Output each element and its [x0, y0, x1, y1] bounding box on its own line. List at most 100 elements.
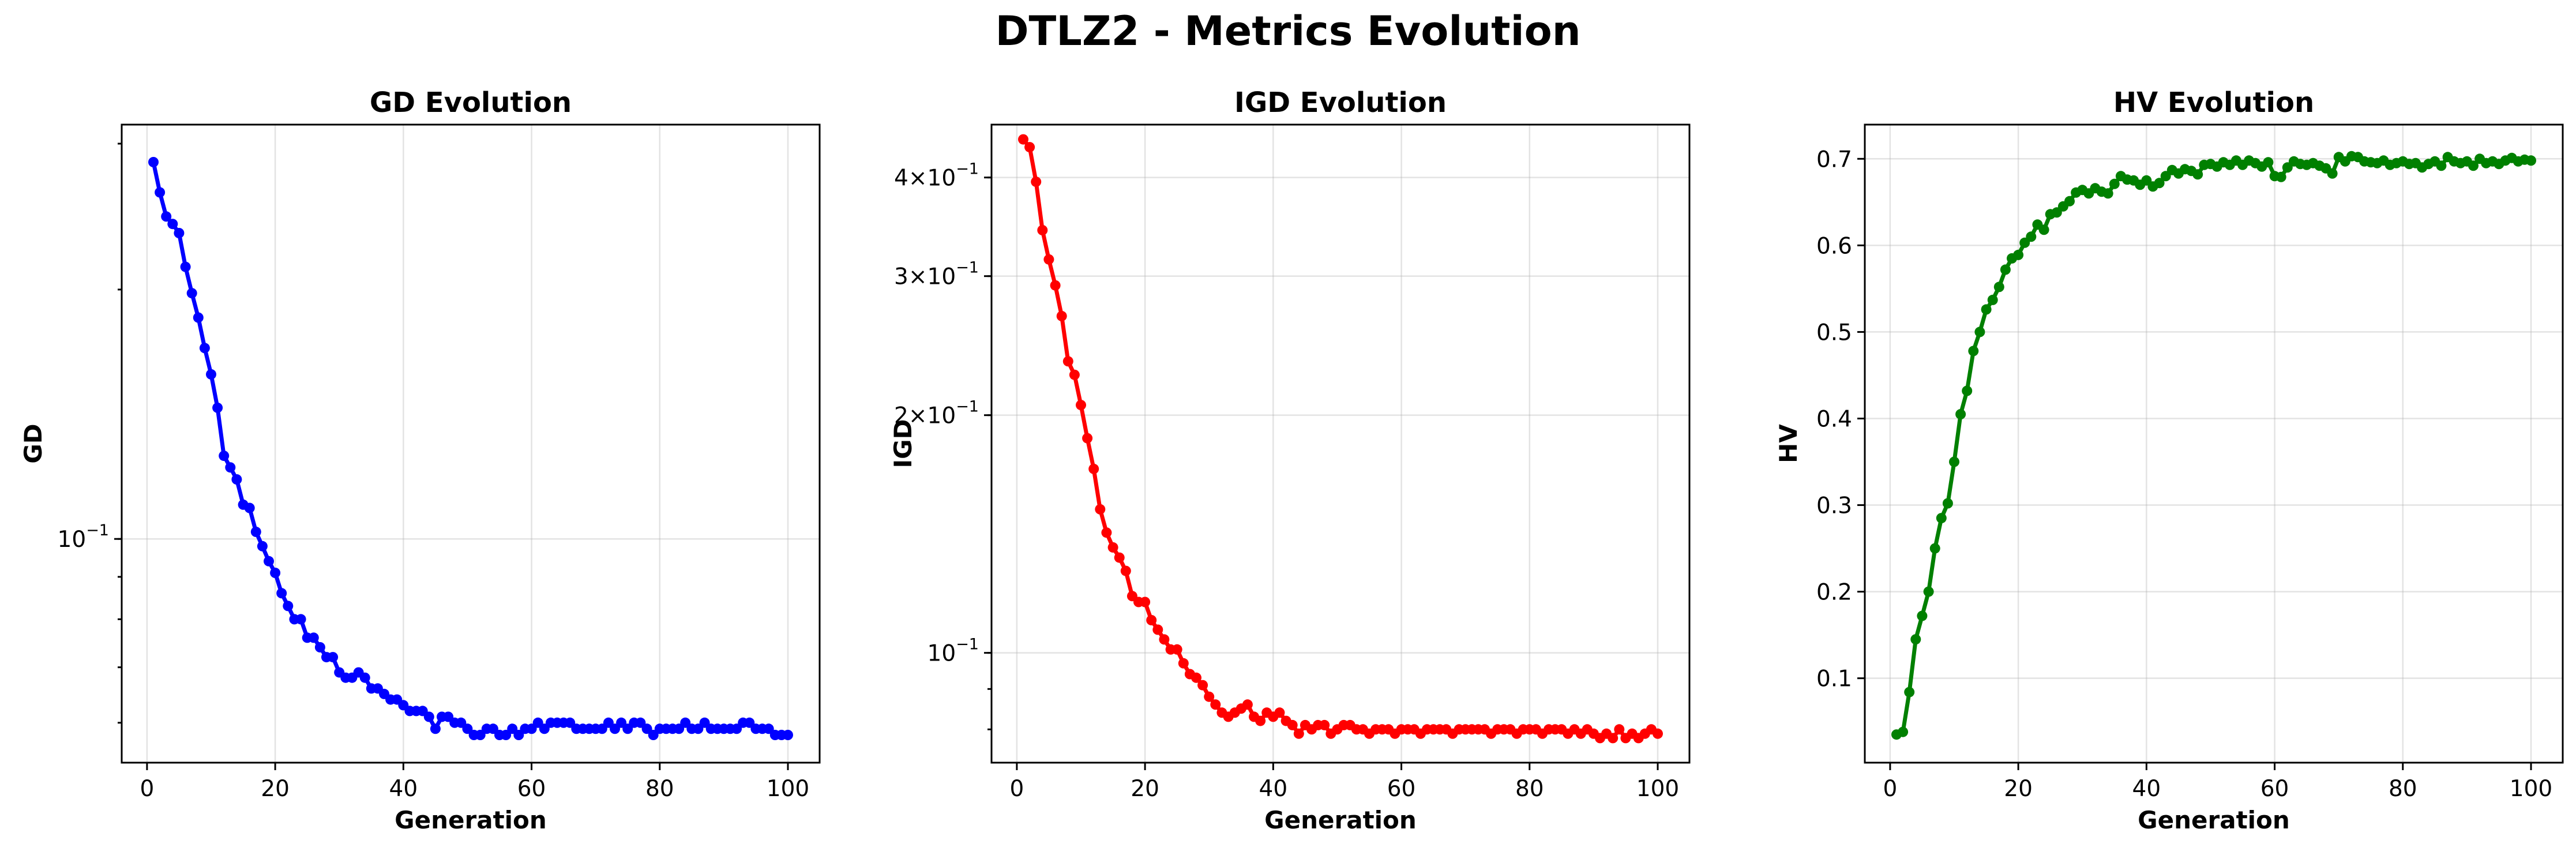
x-tick-label: 0: [1009, 776, 1024, 802]
x-tick-label: 20: [1131, 776, 1159, 802]
data-point: [1974, 327, 1985, 337]
data-point: [1614, 724, 1625, 735]
data-point: [276, 588, 287, 599]
data-point: [257, 541, 268, 552]
data-point: [1120, 565, 1131, 576]
y-tick-base: 10: [58, 527, 87, 553]
data-point: [1255, 715, 1266, 726]
data-point: [308, 632, 319, 643]
data-point: [763, 723, 774, 734]
data-point: [2263, 157, 2274, 168]
x-tick-label: 80: [1515, 776, 1544, 802]
y-tick-mantissa: 2: [894, 403, 908, 429]
x-tick-label: 0: [140, 776, 154, 802]
data-point: [212, 402, 223, 413]
x-tick-label: 40: [1259, 776, 1288, 802]
data-point: [487, 723, 498, 734]
series-igd: [1018, 134, 1663, 744]
x-tick-label: 80: [2389, 776, 2417, 802]
data-point: [199, 343, 210, 354]
data-point: [1024, 142, 1035, 153]
subplot-title: HV Evolution: [2113, 87, 2314, 119]
data-point: [1197, 680, 1208, 691]
data-point: [155, 187, 166, 198]
y-tick-mantissa: 3: [894, 264, 908, 290]
data-point: [2192, 169, 2203, 180]
data-point: [501, 730, 512, 740]
data-point: [1107, 542, 1118, 553]
y-tick-exponent: −1: [86, 522, 109, 539]
data-point: [1037, 225, 1048, 235]
data-point: [270, 568, 281, 578]
data-point: [264, 556, 274, 567]
data-point: [193, 312, 204, 323]
figure-title: DTLZ2 - Metrics Evolution: [995, 7, 1580, 55]
y-tick-label: 0.5: [1816, 320, 1852, 346]
data-point: [641, 723, 652, 734]
series-line: [1021, 137, 1660, 740]
y-tick-exponent: −1: [956, 160, 979, 178]
data-point: [1929, 543, 1940, 554]
x-tick-label: 20: [261, 776, 290, 802]
data-point: [1204, 691, 1215, 702]
data-point: [1949, 456, 1959, 467]
data-point: [1152, 624, 1163, 635]
y-tick-exponent: −1: [956, 259, 979, 277]
x-axis-label: Generation: [1264, 806, 1417, 834]
data-point: [1287, 719, 1298, 730]
axes-frame: [121, 123, 821, 764]
x-tick-label: 60: [1387, 776, 1416, 802]
y-tick-label: 0.4: [1816, 406, 1852, 432]
data-point: [1653, 728, 1663, 739]
data-point: [1101, 527, 1112, 538]
data-point: [462, 723, 473, 734]
data-point: [2275, 171, 2286, 182]
data-point: [1923, 586, 1934, 597]
data-point: [2526, 155, 2536, 166]
x-tick-label: 100: [1636, 776, 1679, 802]
data-point: [1191, 672, 1201, 683]
y-tick-label: 0.1: [1816, 666, 1852, 692]
series-gd: [148, 157, 793, 740]
data-point: [1114, 552, 1125, 563]
data-point: [1608, 733, 1619, 744]
y-tick-base: 10: [927, 641, 956, 667]
data-point: [186, 288, 197, 299]
data-point: [1095, 504, 1106, 515]
subplot-title: IGD Evolution: [1234, 87, 1447, 119]
data-point: [2468, 160, 2479, 171]
data-point: [206, 369, 216, 380]
data-point: [2109, 178, 2120, 189]
data-point: [513, 730, 524, 740]
y-tick-label: 10−1: [927, 636, 979, 667]
x-tick-label: 60: [517, 776, 546, 802]
x-tick-label: 80: [645, 776, 674, 802]
data-point: [1088, 463, 1099, 474]
subplot-hv: 0 20 40 60 80 100 0.1 0.2 0.3 0.4 0.5 0.6 0.7 HV Evol…: [1774, 87, 2564, 834]
y-axis-label: GD: [19, 423, 47, 463]
data-point: [359, 672, 370, 683]
y-axis-label: HV: [1774, 424, 1803, 463]
data-point: [1942, 498, 1953, 509]
data-point: [1898, 726, 1909, 737]
series-line: [151, 160, 790, 737]
data-point: [1987, 294, 1998, 305]
x-axis-label: Generation: [395, 806, 547, 834]
y-tick-label: 10−1: [58, 522, 109, 553]
x-tick-label: 20: [2004, 776, 2033, 802]
data-point: [1993, 282, 2004, 292]
data-point: [283, 601, 294, 612]
data-point: [1210, 699, 1221, 710]
data-point: [1910, 634, 1921, 645]
data-point: [1242, 699, 1253, 710]
y-tick-base: 10: [927, 166, 956, 192]
y-tick-times: ×: [908, 403, 927, 429]
subplot-gd: 0 20 40 60 80 100 10−1 GD Evolution Generation GD: [19, 87, 821, 834]
data-point: [1056, 310, 1067, 321]
data-point: [174, 228, 185, 238]
y-tick-label: 3×10−1: [894, 259, 979, 290]
data-point: [1968, 346, 1979, 357]
